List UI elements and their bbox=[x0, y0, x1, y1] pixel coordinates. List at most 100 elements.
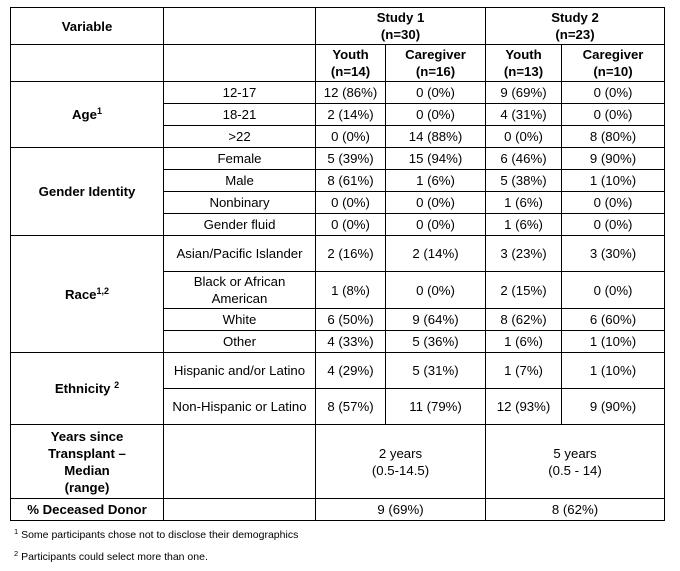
race-label: Race1,2 bbox=[10, 235, 164, 353]
cell: 9 (90%) bbox=[561, 147, 666, 170]
cell: 1 (6%) bbox=[485, 191, 563, 214]
row-label: Female bbox=[163, 147, 316, 170]
deceased-label: % Deceased Donor bbox=[10, 498, 164, 521]
header-empty bbox=[10, 44, 164, 82]
cell: 2 (14%) bbox=[384, 235, 487, 272]
row-label: Nonbinary bbox=[163, 191, 316, 214]
row-label: Other bbox=[163, 330, 316, 353]
cell: 15 (94%) bbox=[384, 147, 487, 170]
caregiver1-header: Caregiver (n=16) bbox=[384, 44, 487, 82]
table-row: Non-Hispanic or Latino 8 (57%) 11 (79%) … bbox=[11, 388, 666, 425]
row-label: Gender fluid bbox=[163, 213, 316, 236]
table-row: >22 0 (0%) 14 (88%) 0 (0%) 8 (80%) bbox=[11, 125, 666, 148]
header-empty bbox=[163, 44, 316, 82]
table-row: Years since Transplant – Median (range) 2 y… bbox=[10, 424, 666, 499]
cell: 3 (30%) bbox=[561, 235, 666, 272]
cell: 0 (0%) bbox=[315, 125, 386, 148]
table-row: % Deceased Donor 9 (69%) 8 (62%) bbox=[10, 498, 666, 521]
gender-label: Gender Identity bbox=[10, 147, 164, 236]
row-label: Hispanic and/or Latino bbox=[163, 352, 316, 389]
study1-header: Study 1 (n=30) bbox=[314, 7, 487, 45]
demographics-table: Variable Study 1 (n=30) Study 2 (n=23) You… bbox=[10, 7, 666, 521]
row-label: Black or African American bbox=[163, 271, 316, 309]
cell: 9 (90%) bbox=[561, 388, 666, 425]
cell: 2 (16%) bbox=[315, 235, 386, 272]
row-label bbox=[163, 498, 316, 521]
caregiver2-header: Caregiver (n=10) bbox=[561, 44, 666, 82]
ethnicity-label: Ethnicity 2 bbox=[10, 352, 164, 425]
row-label: Non-Hispanic or Latino bbox=[163, 388, 316, 425]
cell: 0 (0%) bbox=[485, 125, 563, 148]
cell: 0 (0%) bbox=[561, 271, 666, 309]
cell: 4 (29%) bbox=[315, 352, 386, 389]
cell: 0 (0%) bbox=[561, 103, 666, 126]
cell: 8 (57%) bbox=[315, 388, 386, 425]
deceased-study1: 9 (69%) bbox=[314, 498, 487, 521]
table-row: Ethnicity 2 Hispanic and/or Latino 4 (29… bbox=[10, 352, 666, 425]
cell: 3 (23%) bbox=[485, 235, 563, 272]
table-row: Black or African American 1 (8%) 0 (0%) … bbox=[11, 271, 666, 309]
row-label: >22 bbox=[163, 125, 316, 148]
cell: 0 (0%) bbox=[384, 191, 487, 214]
header-row-studies: Variable Study 1 (n=30) Study 2 (n=23) bbox=[10, 7, 666, 45]
years-label: Years since Transplant – Median (range) bbox=[10, 424, 164, 499]
row-label: 18-21 bbox=[163, 103, 316, 126]
sub-header-empty bbox=[163, 7, 316, 45]
cell: 5 (38%) bbox=[485, 169, 563, 192]
table-row: Age1 12-17 12 (86%) 0 (0%) 9 (69%) 0 (0%… bbox=[10, 81, 666, 148]
table-row: Race1,2 Asian/Pacific Islander 2 (16%) 2… bbox=[10, 235, 666, 353]
cell: 1 (10%) bbox=[561, 352, 666, 389]
age-label: Age1 bbox=[10, 81, 164, 148]
cell: 0 (0%) bbox=[384, 103, 487, 126]
cell: 2 (15%) bbox=[485, 271, 563, 309]
deceased-study2: 8 (62%) bbox=[485, 498, 666, 521]
row-label: 12-17 bbox=[163, 81, 316, 104]
cell: 8 (62%) bbox=[485, 308, 563, 331]
cell: 1 (8%) bbox=[315, 271, 386, 309]
table-row: White 6 (50%) 9 (64%) 8 (62%) 6 (60%) bbox=[11, 308, 666, 331]
cell: 0 (0%) bbox=[384, 271, 487, 309]
table-row: Gender fluid 0 (0%) 0 (0%) 1 (6%) 0 (0%) bbox=[11, 213, 666, 236]
row-label: Male bbox=[163, 169, 316, 192]
cell: 5 (39%) bbox=[315, 147, 386, 170]
cell: 14 (88%) bbox=[384, 125, 487, 148]
row-label: Asian/Pacific Islander bbox=[163, 235, 316, 272]
youth1-header: Youth (n=14) bbox=[315, 44, 386, 82]
footnote-2: 2 Participants could select more than on… bbox=[14, 549, 208, 563]
row-label: White bbox=[163, 308, 316, 331]
cell: 8 (61%) bbox=[315, 169, 386, 192]
cell: 1 (10%) bbox=[561, 330, 666, 353]
footnote-1: 1 Some participants chose not to disclos… bbox=[14, 527, 299, 541]
table-row: Gender Identity Female 5 (39%) 15 (94%) … bbox=[10, 147, 666, 236]
cell: 1 (6%) bbox=[485, 213, 563, 236]
cell: 0 (0%) bbox=[384, 213, 487, 236]
cell: 1 (7%) bbox=[485, 352, 563, 389]
cell: 1 (6%) bbox=[485, 330, 563, 353]
cell: 6 (50%) bbox=[315, 308, 386, 331]
cell: 0 (0%) bbox=[561, 81, 666, 104]
cell: 0 (0%) bbox=[384, 81, 487, 104]
row-label bbox=[163, 424, 316, 499]
cell: 0 (0%) bbox=[561, 191, 666, 214]
youth2-header: Youth (n=13) bbox=[485, 44, 563, 82]
cell: 6 (60%) bbox=[561, 308, 666, 331]
cell: 9 (69%) bbox=[485, 81, 563, 104]
cell: 0 (0%) bbox=[315, 213, 386, 236]
cell: 1 (10%) bbox=[561, 169, 666, 192]
cell: 9 (64%) bbox=[384, 308, 487, 331]
cell: 4 (33%) bbox=[315, 330, 386, 353]
variable-header: Variable bbox=[10, 7, 164, 45]
years-study2: 5 years (0.5 - 14) bbox=[485, 424, 666, 499]
cell: 0 (0%) bbox=[315, 191, 386, 214]
cell: 2 (14%) bbox=[315, 103, 386, 126]
cell: 12 (86%) bbox=[315, 81, 386, 104]
cell: 8 (80%) bbox=[561, 125, 666, 148]
cell: 4 (31%) bbox=[485, 103, 563, 126]
study2-header: Study 2 (n=23) bbox=[485, 7, 666, 45]
table-row: Male 8 (61%) 1 (6%) 5 (38%) 1 (10%) bbox=[11, 169, 666, 192]
cell: 12 (93%) bbox=[485, 388, 563, 425]
cell: 1 (6%) bbox=[384, 169, 487, 192]
cell: 5 (36%) bbox=[384, 330, 487, 353]
cell: 6 (46%) bbox=[485, 147, 563, 170]
years-study1: 2 years (0.5-14.5) bbox=[314, 424, 487, 499]
